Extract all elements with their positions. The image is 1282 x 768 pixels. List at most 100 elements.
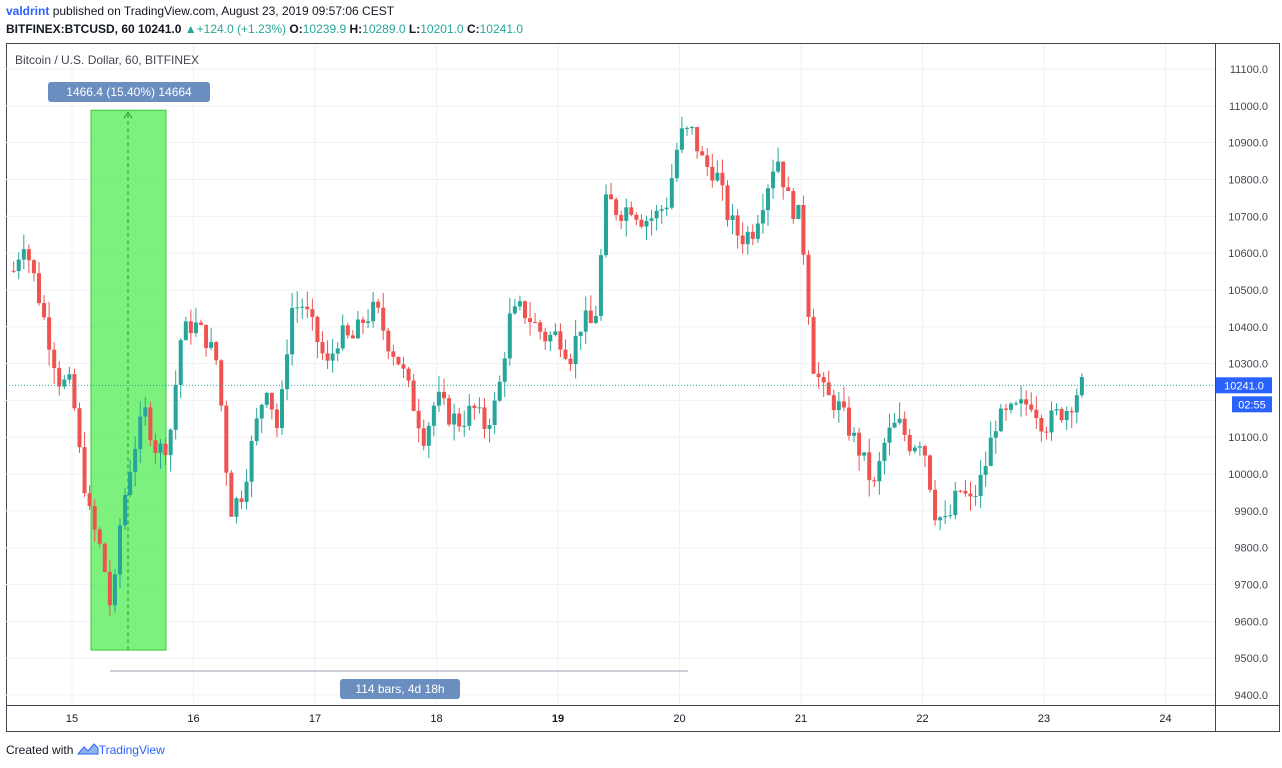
measure-price-label: 1466.4 (15.40%) 14664 bbox=[66, 85, 192, 99]
candle-body bbox=[148, 407, 153, 441]
candle-body bbox=[138, 416, 143, 449]
candle-body bbox=[452, 413, 457, 425]
candle-body bbox=[512, 306, 517, 314]
candle-body bbox=[229, 472, 234, 517]
candle-body bbox=[993, 431, 998, 438]
candle-body bbox=[720, 172, 725, 186]
candle-body bbox=[1014, 403, 1019, 405]
candle-body bbox=[411, 380, 416, 411]
candle-body bbox=[836, 401, 841, 411]
candle-body bbox=[538, 322, 543, 332]
chart-frame bbox=[6, 43, 1280, 732]
candle-body bbox=[857, 432, 862, 456]
candle-body bbox=[614, 199, 619, 216]
candle-body bbox=[517, 301, 522, 307]
candle-body bbox=[441, 391, 446, 399]
candle-body bbox=[958, 490, 963, 492]
candle-body bbox=[107, 571, 112, 606]
candle-body bbox=[811, 316, 816, 374]
candle-body bbox=[603, 194, 608, 256]
candle-body bbox=[669, 178, 674, 208]
x-axis: 15 16 17 18 19 20 21 22 23 24 bbox=[66, 713, 1172, 725]
candle-body bbox=[588, 310, 593, 324]
candle-body bbox=[421, 428, 426, 446]
candle-body bbox=[624, 207, 629, 221]
candle-body bbox=[507, 313, 512, 359]
candle-body bbox=[335, 348, 340, 354]
open-value: 10239.9 bbox=[302, 22, 347, 36]
candle-body bbox=[133, 448, 138, 473]
x-tick-label: 22 bbox=[916, 713, 928, 725]
candle-body bbox=[1079, 377, 1084, 396]
candle-body bbox=[938, 517, 943, 521]
candle-body bbox=[21, 249, 26, 260]
candle-body bbox=[629, 207, 634, 215]
candle-body bbox=[168, 429, 173, 456]
candle-body bbox=[77, 408, 82, 448]
candle-body bbox=[841, 401, 846, 408]
candle-body bbox=[401, 364, 406, 369]
candle-body bbox=[340, 325, 345, 349]
publish-info: valdrint published on TradingView.com, A… bbox=[6, 4, 394, 18]
author-name[interactable]: valdrint bbox=[6, 4, 50, 18]
y-tick-label: 10000.0 bbox=[1228, 469, 1268, 481]
candle-body bbox=[497, 381, 502, 401]
y-tick-label: 10400.0 bbox=[1228, 322, 1268, 334]
countdown-label: 02:55 bbox=[1238, 399, 1266, 411]
close-value: 10241.0 bbox=[479, 22, 524, 36]
candle-body bbox=[963, 490, 968, 494]
x-tick-label: 19 bbox=[552, 713, 564, 725]
candle-body bbox=[214, 342, 219, 361]
created-with-text: Created with bbox=[6, 743, 74, 757]
candle-body bbox=[1003, 408, 1008, 410]
candle-body bbox=[436, 391, 441, 406]
candle-body bbox=[1059, 409, 1064, 421]
candle-body bbox=[360, 319, 365, 323]
candle-body bbox=[846, 407, 851, 436]
last-price-tag bbox=[1216, 377, 1272, 394]
candle-body bbox=[274, 409, 279, 429]
candle-body bbox=[47, 317, 52, 350]
candle-body bbox=[988, 437, 993, 467]
x-tick-label: 15 bbox=[66, 713, 78, 725]
candle-body bbox=[264, 392, 269, 405]
candle-body bbox=[487, 425, 492, 429]
candle-body bbox=[553, 331, 558, 335]
candle-body bbox=[755, 223, 760, 239]
candle-body bbox=[426, 425, 431, 446]
change-value: ▲+124.0 (+1.23%) bbox=[184, 22, 287, 36]
candle-body bbox=[892, 422, 897, 428]
candle-body bbox=[690, 127, 695, 129]
candle-body bbox=[406, 368, 411, 381]
candle-body bbox=[558, 331, 563, 350]
candle-body bbox=[948, 515, 953, 517]
y-tick-label: 9400.0 bbox=[1234, 690, 1268, 702]
tradingview-logo[interactable]: TradingView bbox=[76, 743, 165, 757]
candle-body bbox=[1034, 409, 1039, 418]
candle-body bbox=[710, 166, 715, 181]
candle-body bbox=[300, 306, 305, 308]
candle-body bbox=[659, 209, 664, 211]
candle-body bbox=[82, 447, 87, 494]
measure-range bbox=[90, 109, 167, 651]
y-tick-label: 9900.0 bbox=[1234, 506, 1268, 518]
candle-body bbox=[345, 325, 350, 336]
candle-body bbox=[831, 395, 836, 411]
candle-body bbox=[320, 342, 325, 354]
candle-body bbox=[254, 418, 259, 442]
candle-body bbox=[735, 215, 740, 236]
candle-body bbox=[128, 472, 133, 496]
y-tick-label: 9600.0 bbox=[1234, 616, 1268, 628]
low-value: 10201.0 bbox=[420, 22, 464, 36]
candle-body bbox=[983, 466, 988, 475]
candle-body bbox=[907, 434, 912, 452]
candle-body bbox=[796, 204, 801, 219]
candle-body bbox=[234, 498, 239, 517]
candle-body bbox=[158, 443, 163, 453]
y-axis: 11100.0 11000.0 10900.0 10800.0 10700.0 10600… bbox=[1228, 64, 1268, 702]
candle-body bbox=[457, 413, 462, 427]
candle-body bbox=[16, 259, 21, 272]
candle-body bbox=[522, 301, 527, 319]
candle-body bbox=[310, 309, 315, 317]
